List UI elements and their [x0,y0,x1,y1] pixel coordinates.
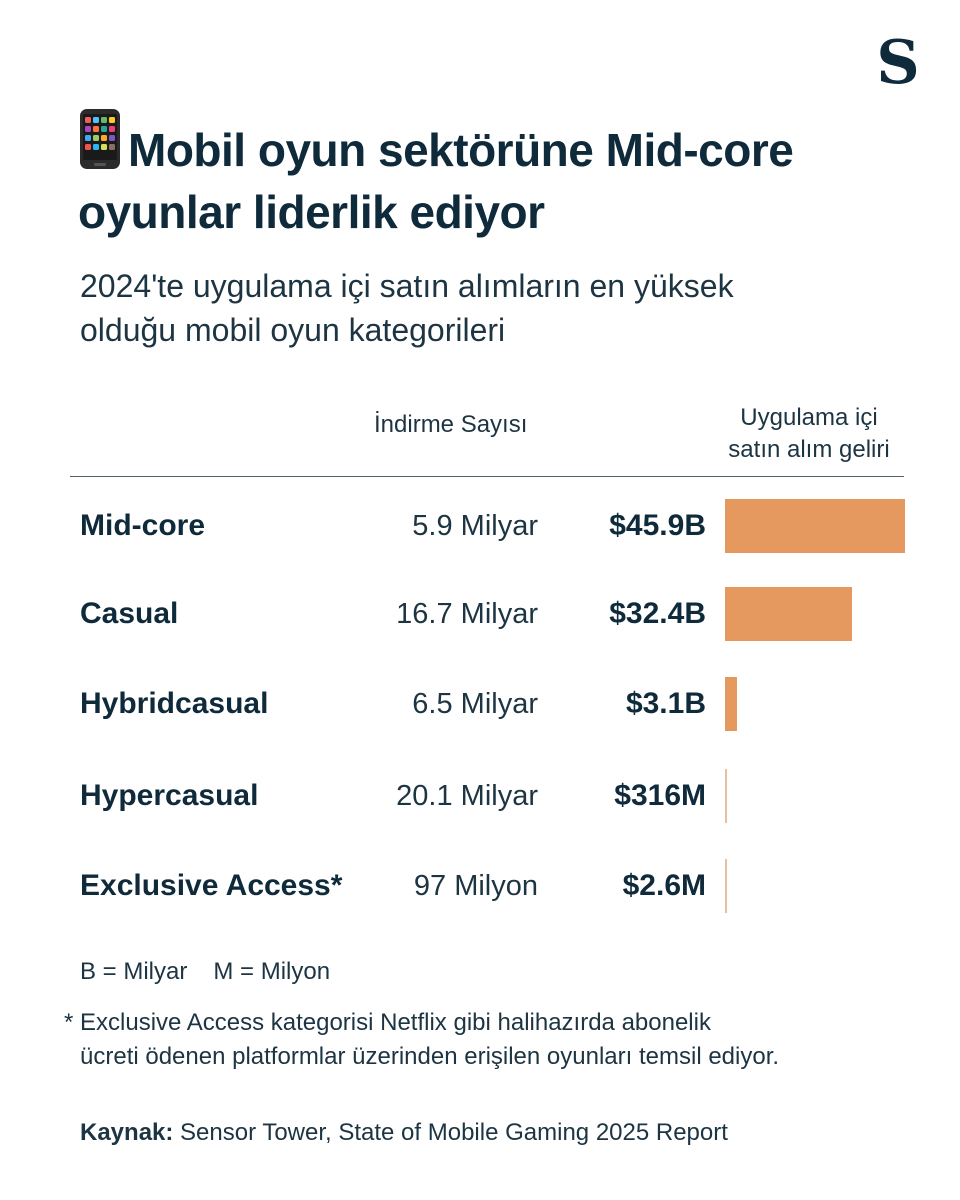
revenue-value: $3.1B [625,687,706,720]
revenue-value: $32.4B [609,597,706,630]
download-count: 20.1 Milyar [396,780,538,812]
download-count: 6.5 Milyar [412,688,538,720]
legend-billion: B = Milyar [80,958,188,985]
download-count: 16.7 Milyar [396,598,538,630]
revenue-bar [725,499,905,553]
brand-logo: S [876,28,920,98]
category-label: Mid-core [80,509,206,542]
unit-legend: B = Milyar M = Milyon [80,956,330,988]
title-line-2: oyunlar liderlik ediyor [78,186,545,238]
subtitle: 2024'te uygulama içi satın alımların en … [80,264,860,352]
category-label: Hypercasual [80,779,259,812]
revenue-header-line-2: satın alım geliri [728,436,890,463]
footnote-star: * [64,1009,74,1036]
subtitle-line-1: 2024'te uygulama içi satın alımların en … [80,268,734,304]
chart-row: Hypercasual 20.1 Milyar $316M [0,768,960,824]
source-note: Kaynak: Sensor Tower, State of Mobile Ga… [80,1116,728,1150]
revenue-value: $45.9B [609,509,706,542]
subtitle-line-2: olduğu mobil oyun kategorileri [80,312,506,348]
category-label: Hybridcasual [80,687,269,720]
category-label: Exclusive Access* [80,869,343,902]
footnote-line-2: ücreti ödenen platformlar üzerinden eriş… [80,1043,780,1070]
downloads-column-header: İndirme Sayısı [374,411,528,438]
revenue-value: $316M [614,779,706,812]
download-count: 5.9 Milyar [412,510,538,542]
title-line-1: Mobil oyun sektörüne Mid-core [128,124,794,176]
footnote: * Exclusive Access kategorisi Netflix gib… [64,1006,894,1074]
revenue-header-line-1: Uygulama içi [740,404,878,431]
revenue-bar [725,677,738,731]
header-divider [70,476,904,477]
revenue-bar [725,587,853,641]
revenue-bar [725,859,727,913]
revenue-bar [725,769,727,823]
page-title: Mobil oyun sektörüne Mid-core oyunlar li… [78,108,898,243]
category-label: Casual [80,597,179,630]
footnote-line-1: Exclusive Access kategorisi Netflix gibi… [80,1009,711,1036]
revenue-value: $2.6M [622,869,706,902]
chart-row: Exclusive Access* 97 Milyon $2.6M [0,858,960,914]
title-block: Mobil oyun sektörüne Mid-core oyunlar li… [78,108,898,243]
chart-row: Hybridcasual 6.5 Milyar $3.1B [0,676,960,732]
legend-million: M = Milyon [213,958,331,985]
revenue-column-header: Uygulama içi satın alım geliri [714,402,904,466]
download-count: 97 Milyon [413,870,538,902]
chart-row: Mid-core 5.9 Milyar $45.9B [0,498,960,554]
source-label: Kaynak: [80,1119,174,1146]
chart-row: Casual 16.7 Milyar $32.4B [0,586,960,642]
source-text: Sensor Tower, State of Mobile Gaming 202… [173,1119,728,1146]
mobile-phone-icon [80,109,120,169]
